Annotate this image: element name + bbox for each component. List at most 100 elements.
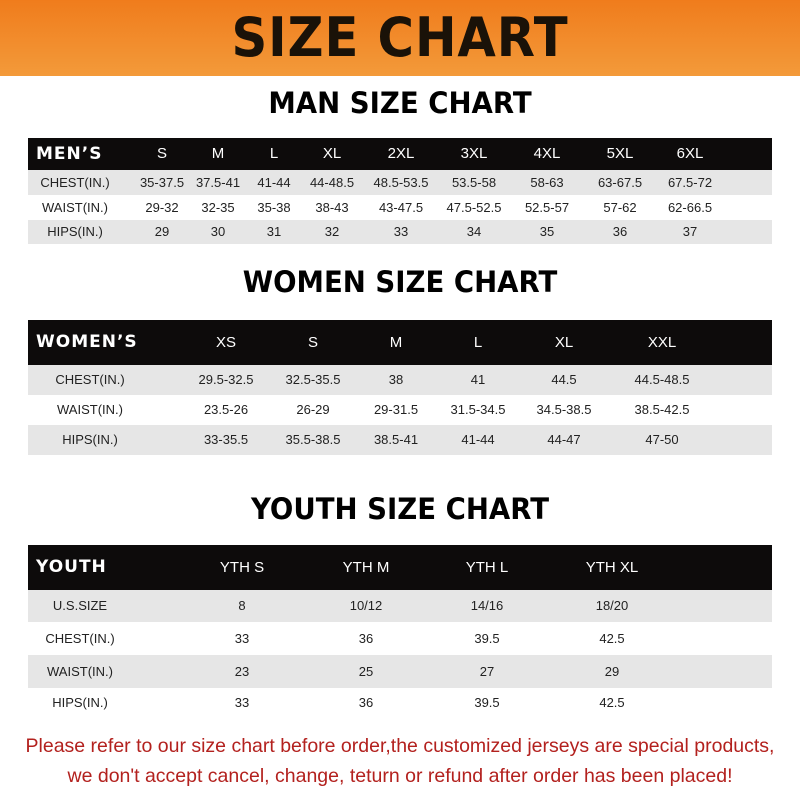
table-cell: 52.5-57 bbox=[524, 200, 570, 215]
main-title: SIZE CHART bbox=[231, 6, 569, 69]
table-row: CHEST(IN.) 35-37.5 37.5-41 41-44 44-48.5 48.5… bbox=[28, 170, 772, 195]
table-cell: 38.5-41 bbox=[373, 432, 419, 447]
women-size-table: WOMEN’S XS S M L XL XXL CHEST(IN.) 29.5-32.5 32.5… bbox=[28, 320, 772, 455]
women-title: WOMEN SIZE CHART bbox=[242, 265, 558, 299]
row-label: U.S.SIZE bbox=[52, 598, 108, 613]
table-cell: 67.5-72 bbox=[667, 175, 713, 190]
table-cell: 23 bbox=[234, 664, 250, 679]
table-cell: 37 bbox=[682, 224, 698, 239]
size-header: 3XL bbox=[460, 145, 488, 162]
table-label: WOMEN’S bbox=[36, 332, 138, 352]
table-cell: 23.5-26 bbox=[203, 402, 249, 417]
table-cell: 33-35.5 bbox=[203, 432, 249, 447]
table-cell: 47-50 bbox=[645, 432, 679, 447]
table-cell: 33 bbox=[393, 224, 409, 239]
table-row: WAIST(IN.) 23 25 27 29 bbox=[28, 655, 772, 688]
size-header: L bbox=[269, 145, 279, 162]
men-size-table: MEN’S S M L XL 2XL 3XL 4XL 5XL 6XL CHEST(IN.) 35-37… bbox=[28, 138, 772, 244]
size-header: 6XL bbox=[676, 145, 704, 162]
table-cell: 35.5-38.5 bbox=[285, 432, 341, 447]
table-cell: 44.5-48.5 bbox=[634, 372, 690, 387]
youth-title: YOUTH SIZE CHART bbox=[250, 492, 550, 526]
table-row: CHEST(IN.) 29.5-32.5 32.5-35.5 38 41 44.5 44.5… bbox=[28, 365, 772, 395]
table-cell: 41 bbox=[470, 372, 486, 387]
table-row: WAIST(IN.) 23.5-26 26-29 29-31.5 31.5-34.5 34… bbox=[28, 395, 772, 425]
table-cell: 29.5-32.5 bbox=[198, 372, 254, 387]
size-header: XS bbox=[215, 334, 237, 351]
table-cell: 47.5-52.5 bbox=[446, 200, 502, 215]
size-header: S bbox=[156, 145, 168, 162]
table-cell: 33 bbox=[234, 695, 250, 710]
size-header: 4XL bbox=[533, 145, 561, 162]
table-cell: 39.5 bbox=[474, 695, 500, 710]
men-title: MAN SIZE CHART bbox=[268, 86, 532, 120]
table-cell: 29 bbox=[604, 664, 620, 679]
table-cell: 43-47.5 bbox=[378, 200, 424, 215]
table-cell: 44-47 bbox=[547, 432, 581, 447]
table-cell: 39.5 bbox=[474, 631, 500, 646]
row-label: HIPS(IN.) bbox=[47, 224, 103, 239]
size-header: YTH S bbox=[219, 559, 265, 576]
banner: SIZE CHART bbox=[0, 0, 800, 76]
size-header: M bbox=[389, 334, 403, 351]
table-cell: 29-32 bbox=[145, 200, 179, 215]
row-label: WAIST(IN.) bbox=[42, 200, 108, 215]
row-label: HIPS(IN.) bbox=[62, 432, 118, 447]
table-cell: 37.5-41 bbox=[195, 175, 241, 190]
table-cell: 10/12 bbox=[349, 598, 383, 613]
header-row: MEN’S S M L XL 2XL 3XL 4XL 5XL 6XL bbox=[28, 138, 772, 170]
table-cell: 35-38 bbox=[257, 200, 291, 215]
table-cell: 25 bbox=[358, 664, 374, 679]
row-label: WAIST(IN.) bbox=[47, 664, 113, 679]
header-row: YOUTH YTH S YTH M YTH L YTH XL bbox=[28, 545, 772, 590]
table-cell: 44.5 bbox=[551, 372, 577, 387]
table-row: HIPS(IN.) 29 30 31 32 33 34 35 36 37 bbox=[28, 220, 772, 244]
table-cell: 31.5-34.5 bbox=[450, 402, 506, 417]
table-cell: 38 bbox=[388, 372, 404, 387]
table-cell: 30 bbox=[210, 224, 226, 239]
size-header: XXL bbox=[647, 334, 677, 351]
table-cell: 8 bbox=[238, 598, 246, 613]
table-row: CHEST(IN.) 33 36 39.5 42.5 bbox=[28, 622, 772, 655]
table-cell: 27 bbox=[479, 664, 495, 679]
table-cell: 32-35 bbox=[201, 200, 235, 215]
row-label: CHEST(IN.) bbox=[55, 372, 125, 387]
table-cell: 38.5-42.5 bbox=[634, 402, 690, 417]
table-cell: 36 bbox=[358, 631, 374, 646]
table-cell: 32 bbox=[324, 224, 340, 239]
table-cell: 14/16 bbox=[470, 598, 504, 613]
youth-size-table: YOUTH YTH S YTH M YTH L YTH XL U.S.SIZE 8 10/12… bbox=[28, 545, 772, 718]
size-header: XL bbox=[322, 145, 342, 162]
table-cell: 34 bbox=[466, 224, 482, 239]
row-label: CHEST(IN.) bbox=[45, 631, 115, 646]
row-label: CHEST(IN.) bbox=[40, 175, 110, 190]
table-cell: 31 bbox=[266, 224, 282, 239]
table-cell: 57-62 bbox=[603, 200, 637, 215]
header-row: WOMEN’S XS S M L XL XXL bbox=[28, 320, 772, 365]
size-header: 2XL bbox=[387, 145, 415, 162]
table-cell: 44-48.5 bbox=[309, 175, 355, 190]
table-cell: 34.5-38.5 bbox=[536, 402, 592, 417]
size-header: S bbox=[307, 334, 319, 351]
table-cell: 41-44 bbox=[257, 175, 291, 190]
table-cell: 62-66.5 bbox=[667, 200, 713, 215]
footer-notice-line-1: Please refer to our size chart before or… bbox=[25, 735, 775, 757]
table-cell: 18/20 bbox=[595, 598, 629, 613]
table-cell: 42.5 bbox=[599, 695, 625, 710]
table-cell: 35-37.5 bbox=[139, 175, 185, 190]
table-cell: 38-43 bbox=[315, 200, 349, 215]
table-cell: 33 bbox=[234, 631, 250, 646]
table-cell: 36 bbox=[358, 695, 374, 710]
size-header: M bbox=[211, 145, 225, 162]
table-cell: 29-31.5 bbox=[373, 402, 419, 417]
table-cell: 63-67.5 bbox=[597, 175, 643, 190]
row-label: WAIST(IN.) bbox=[57, 402, 123, 417]
table-cell: 35 bbox=[539, 224, 555, 239]
table-cell: 42.5 bbox=[599, 631, 625, 646]
table-cell: 41-44 bbox=[461, 432, 495, 447]
size-header: 5XL bbox=[606, 145, 634, 162]
table-cell: 32.5-35.5 bbox=[285, 372, 341, 387]
row-label: HIPS(IN.) bbox=[52, 695, 108, 710]
table-row: WAIST(IN.) 29-32 32-35 35-38 38-43 43-47.5 47.… bbox=[28, 195, 772, 220]
footer-notice-line-2: we don't accept cancel, change, teturn o… bbox=[67, 765, 733, 787]
